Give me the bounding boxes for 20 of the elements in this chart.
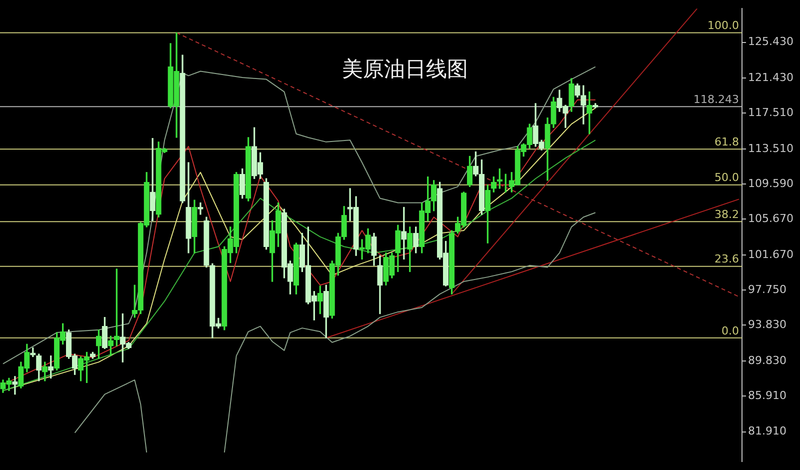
annotation: 38.2 bbox=[714, 208, 739, 221]
y-tick-label: 125.430 bbox=[748, 35, 794, 48]
y-tick-label: 105.670 bbox=[748, 212, 794, 226]
annotation: 0.0 bbox=[722, 324, 739, 338]
y-tick-label: 121.430 bbox=[748, 70, 794, 84]
annotation: 100.0 bbox=[708, 19, 739, 32]
y-tick-label: 89.830 bbox=[748, 354, 786, 367]
annotation: 23.6 bbox=[714, 252, 739, 266]
y-tick-label: 117.510 bbox=[748, 106, 794, 120]
y-tick-label: 85.910 bbox=[748, 388, 786, 402]
y-tick-label: 113.510 bbox=[748, 142, 794, 155]
y-tick-label: 101.670 bbox=[748, 248, 794, 261]
annotation: 61.8 bbox=[714, 135, 739, 148]
y-tick-label: 97.750 bbox=[748, 282, 786, 296]
y-tick-label: 93.830 bbox=[748, 318, 786, 331]
text: 美原油日线图 bbox=[342, 57, 468, 81]
y-tick-label: 109.590 bbox=[748, 176, 794, 190]
y-tick-label: 81.910 bbox=[748, 424, 786, 438]
annotation: 50.0 bbox=[714, 171, 739, 184]
ref-line-label: 118.243 bbox=[694, 93, 739, 106]
